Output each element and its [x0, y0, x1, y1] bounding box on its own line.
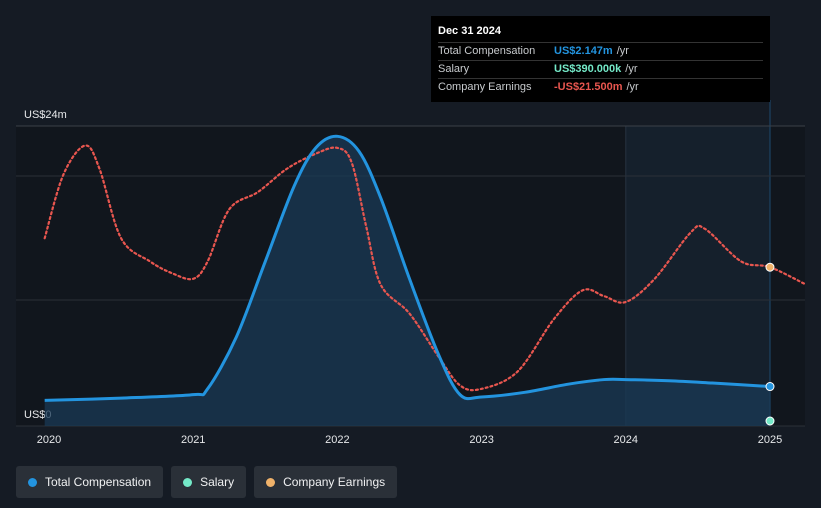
x-tick-label: 2021 — [181, 434, 205, 446]
salary-marker — [765, 416, 775, 426]
tooltip-row-total-compensation: Total Compensation US$2.147m /yr — [438, 42, 763, 60]
tooltip-unit: /yr — [616, 45, 629, 57]
tooltip-unit: /yr — [626, 81, 639, 93]
company-earnings-line — [43, 144, 808, 392]
tooltip-label: Total Compensation — [438, 45, 536, 57]
tooltip-unit: /yr — [625, 63, 638, 75]
company-earnings-marker — [765, 262, 775, 272]
legend-label: Salary — [200, 475, 235, 489]
legend-item-salary[interactable]: Salary — [171, 466, 247, 498]
y-axis-top-label: US$24m — [24, 109, 67, 121]
legend-dot-icon — [266, 477, 276, 487]
hover-tooltip: Dec 31 2024 Total Compensation US$2.147m… — [431, 16, 770, 102]
tooltip-value: US$390.000k — [554, 63, 622, 75]
tooltip-row-salary: Salary US$390.000k /yr — [438, 60, 763, 78]
total-compensation-line — [44, 134, 771, 402]
legend-item-company-earnings[interactable]: Company Earnings — [254, 466, 398, 498]
tooltip-value: -US$21.500m — [554, 81, 623, 93]
legend-item-total-compensation[interactable]: Total Compensation — [16, 466, 164, 498]
total-compensation-area — [44, 136, 770, 426]
tooltip-row-company-earnings: Company Earnings -US$21.500m /yr — [438, 78, 763, 96]
chart-legend: Total Compensation Salary Company Earnin… — [16, 466, 398, 498]
legend-dot-icon — [183, 477, 193, 487]
x-tick-label: 2025 — [758, 434, 782, 446]
tooltip-date: Dec 31 2024 — [438, 25, 501, 37]
y-axis-bottom-label: US$0 — [24, 409, 52, 421]
x-tick-label: 2022 — [325, 434, 349, 446]
tooltip-label: Company Earnings — [438, 81, 532, 93]
x-tick-label: 2023 — [469, 434, 493, 446]
legend-label: Company Earnings — [283, 475, 386, 489]
x-tick-label: 2024 — [614, 434, 638, 446]
x-tick-label: 2020 — [37, 434, 61, 446]
tooltip-value: US$2.147m — [554, 45, 613, 57]
legend-dot-icon — [28, 477, 37, 487]
legend-label: Total Compensation — [45, 475, 152, 489]
tooltip-label: Salary — [438, 63, 470, 75]
total-compensation-marker — [765, 382, 775, 392]
